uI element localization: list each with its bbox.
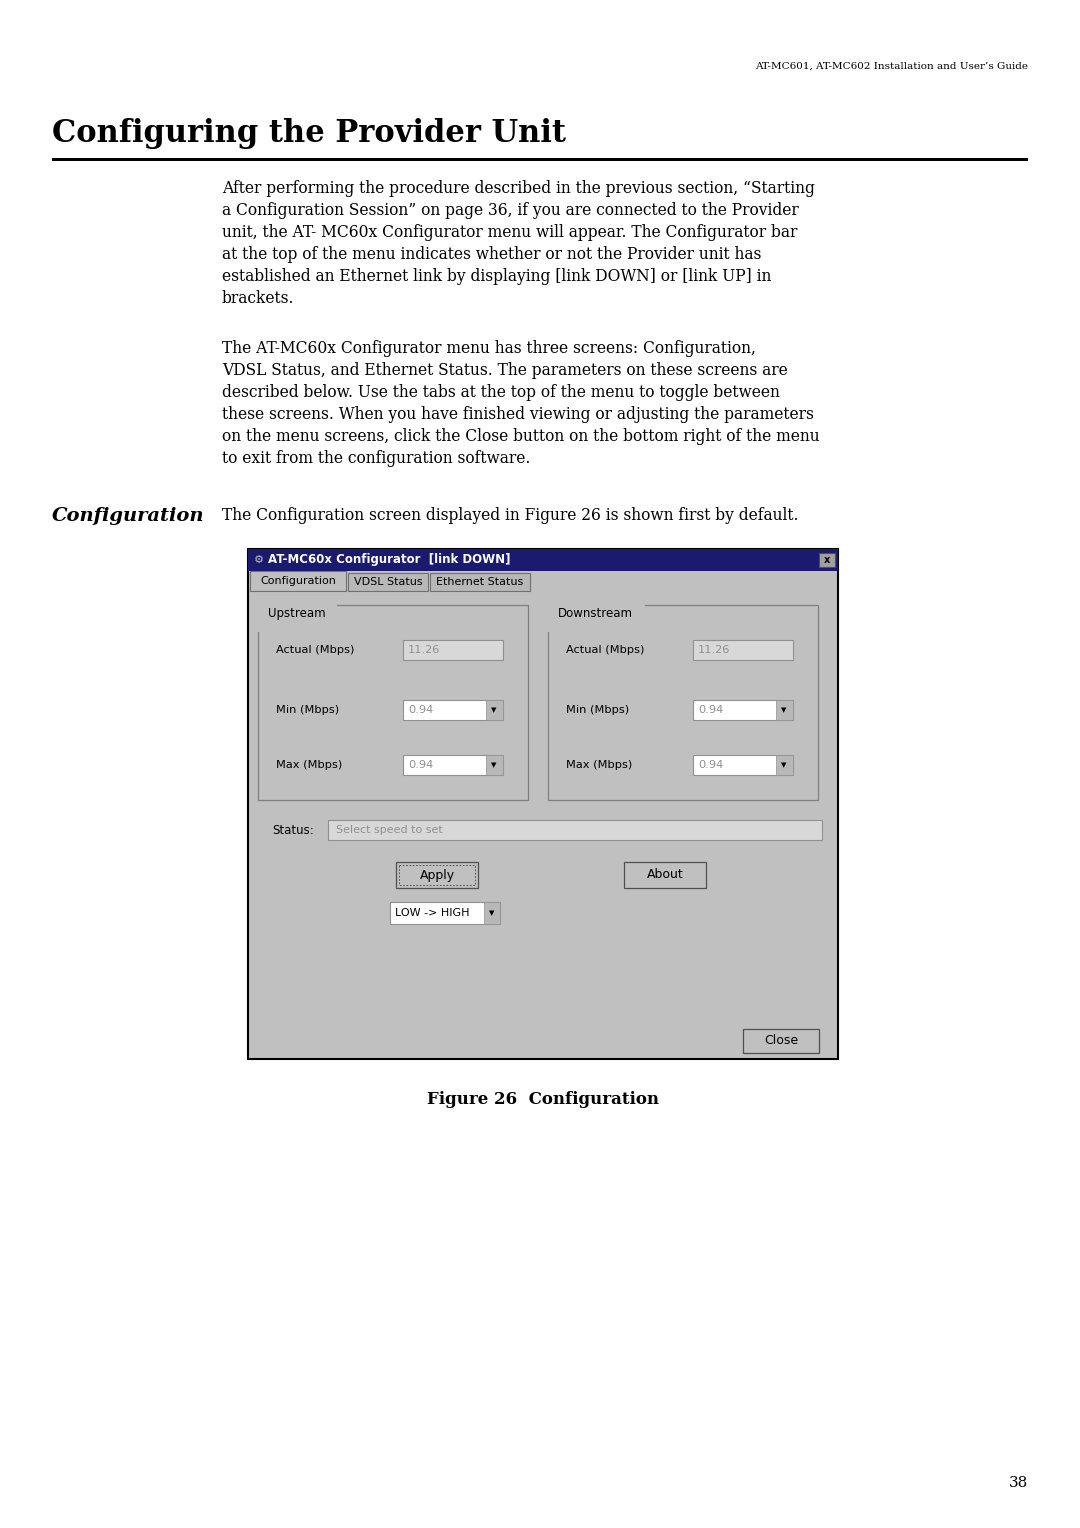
Bar (390, 902, 500, 924)
Bar (52, 157, 1028, 160)
Text: unit, the AT- MC60x Configurator menu will appear. The Configurator bar: unit, the AT- MC60x Configurator menu wi… (222, 225, 797, 241)
Text: 38: 38 (1009, 1476, 1028, 1490)
Bar (399, 865, 475, 885)
Bar (248, 549, 838, 571)
Text: Figure 26  Configuration: Figure 26 Configuration (427, 1091, 659, 1108)
Text: Min (Mbps): Min (Mbps) (566, 704, 630, 715)
Text: these screens. When you have finished viewing or adjusting the parameters: these screens. When you have finished vi… (222, 406, 814, 423)
Text: ▼: ▼ (489, 911, 495, 915)
Bar (403, 640, 503, 660)
Text: Apply: Apply (419, 868, 455, 882)
Text: Actual (Mbps): Actual (Mbps) (566, 645, 645, 656)
Text: ▼: ▼ (781, 707, 786, 714)
Text: Min (Mbps): Min (Mbps) (276, 704, 339, 715)
Text: established an Ethernet link by displaying [link DOWN] or [link UP] in: established an Ethernet link by displayi… (222, 267, 771, 286)
Text: x: x (824, 555, 831, 565)
Text: ⚙: ⚙ (254, 555, 264, 565)
Text: Status:: Status: (272, 824, 314, 836)
Text: ▼: ▼ (491, 707, 497, 714)
Text: on the menu screens, click the Close button on the bottom right of the menu: on the menu screens, click the Close but… (222, 428, 820, 445)
Text: LOW -> HIGH: LOW -> HIGH (395, 908, 470, 918)
Text: ▼: ▼ (491, 762, 497, 769)
Text: Downstream: Downstream (558, 607, 633, 620)
Text: Ethernet Status: Ethernet Status (436, 578, 524, 587)
Bar (777, 700, 793, 720)
Text: AT-MC601, AT-MC602 Installation and User’s Guide: AT-MC601, AT-MC602 Installation and User… (755, 63, 1028, 70)
Bar (248, 549, 838, 1059)
Text: brackets.: brackets. (222, 290, 295, 307)
Text: Select speed to set: Select speed to set (336, 825, 443, 834)
Text: About: About (647, 868, 684, 882)
Bar (486, 700, 503, 720)
Text: 11.26: 11.26 (698, 645, 730, 656)
Text: a Configuration Session” on page 36, if you are connected to the Provider: a Configuration Session” on page 36, if … (222, 202, 799, 219)
Text: The AT-MC60x Configurator menu has three screens: Configuration,: The AT-MC60x Configurator menu has three… (222, 341, 756, 358)
Bar (328, 821, 822, 840)
Bar (486, 755, 503, 775)
Bar (258, 605, 528, 801)
Bar (819, 553, 835, 567)
Text: Max (Mbps): Max (Mbps) (276, 759, 342, 770)
Bar (430, 573, 530, 591)
Text: Upstream: Upstream (268, 607, 326, 620)
Bar (249, 571, 346, 591)
Text: to exit from the configuration software.: to exit from the configuration software. (222, 451, 530, 468)
Bar (403, 700, 503, 720)
Text: ▼: ▼ (781, 762, 786, 769)
Bar (777, 755, 793, 775)
Text: Close: Close (764, 1034, 798, 1048)
Bar (624, 862, 706, 888)
Bar (693, 700, 793, 720)
Text: Actual (Mbps): Actual (Mbps) (276, 645, 354, 656)
Bar (743, 1028, 819, 1053)
Bar (484, 902, 500, 924)
Text: Max (Mbps): Max (Mbps) (566, 759, 632, 770)
Bar (548, 605, 818, 801)
Text: 0.94: 0.94 (408, 704, 433, 715)
Bar (403, 755, 503, 775)
Text: Configuration: Configuration (52, 507, 204, 526)
Text: VDSL Status: VDSL Status (353, 578, 422, 587)
Text: 11.26: 11.26 (408, 645, 441, 656)
Text: The Configuration screen displayed in Figure 26 is shown first by default.: The Configuration screen displayed in Fi… (222, 507, 798, 524)
Text: AT-MC60x Configurator  [link DOWN]: AT-MC60x Configurator [link DOWN] (268, 553, 511, 567)
Bar (693, 755, 793, 775)
Bar (396, 862, 478, 888)
Text: Configuring the Provider Unit: Configuring the Provider Unit (52, 118, 566, 150)
Text: Configuration: Configuration (260, 576, 336, 587)
Text: described below. Use the tabs at the top of the menu to toggle between: described below. Use the tabs at the top… (222, 384, 780, 400)
Bar (693, 640, 793, 660)
Text: After performing the procedure described in the previous section, “Starting: After performing the procedure described… (222, 180, 815, 197)
Text: VDSL Status, and Ethernet Status. The parameters on these screens are: VDSL Status, and Ethernet Status. The pa… (222, 362, 787, 379)
Text: 0.94: 0.94 (698, 704, 724, 715)
Text: 0.94: 0.94 (408, 759, 433, 770)
Text: 0.94: 0.94 (698, 759, 724, 770)
Text: at the top of the menu indicates whether or not the Provider unit has: at the top of the menu indicates whether… (222, 246, 761, 263)
Bar (348, 573, 428, 591)
